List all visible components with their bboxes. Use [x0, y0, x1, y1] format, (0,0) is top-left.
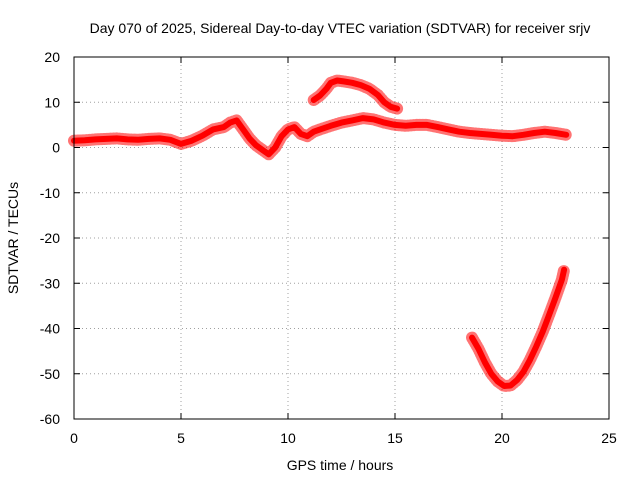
x-tick-label: 0	[70, 430, 78, 446]
y-tick-label: -50	[40, 366, 60, 382]
y-tick-label: -30	[40, 275, 60, 291]
y-tick-label: -60	[40, 411, 60, 427]
y-tick-label: -10	[40, 185, 60, 201]
series-noise-segment-2	[307, 74, 404, 115]
chart-title: Day 070 of 2025, Sidereal Day-to-day VTE…	[90, 20, 591, 36]
x-tick-label: 5	[177, 430, 185, 446]
y-tick-label: -40	[40, 321, 60, 337]
x-axis-label: GPS time / hours	[287, 457, 394, 473]
grid-lines	[74, 57, 609, 419]
x-tick-label: 10	[280, 430, 296, 446]
series-group	[68, 74, 573, 392]
y-tick-label: 0	[52, 140, 60, 156]
y-tick-label: -20	[40, 230, 60, 246]
x-tick-label: 20	[494, 430, 510, 446]
x-tick-label: 25	[601, 430, 617, 446]
y-tick-label: 20	[44, 49, 60, 65]
y-tick-label: 10	[44, 94, 60, 110]
y-axis-label: SDTVAR / TECUs	[5, 182, 21, 294]
tick-labels: 0 5 10 15 20 25 -60 -50 -40 -30 -20 -10 0 10 20	[40, 49, 617, 446]
series-noise-segment-1	[68, 112, 573, 161]
plot-frame	[73, 56, 610, 420]
x-tick-label: 15	[387, 430, 403, 446]
series-noise-segment-3	[466, 263, 571, 392]
